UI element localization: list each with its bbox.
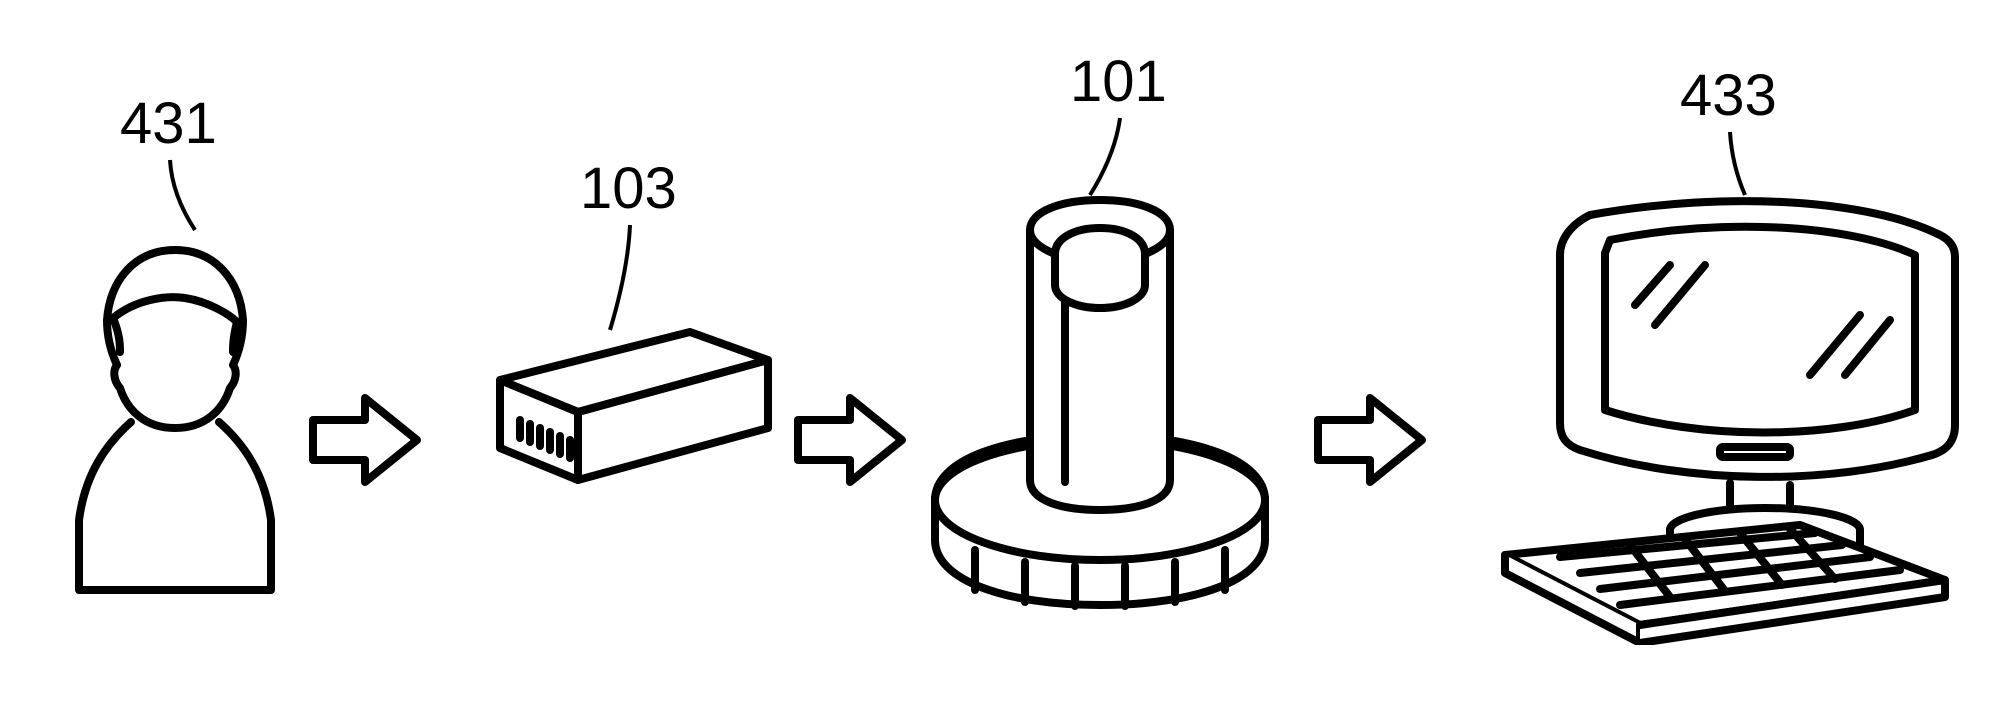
label-computer: 433 (1680, 62, 1777, 129)
tower-icon (915, 190, 1285, 610)
label-bar: 103 (580, 155, 677, 222)
computer-icon (1470, 195, 1970, 645)
arrow-2 (790, 390, 910, 490)
label-person: 431 (120, 90, 217, 157)
bar-device-icon (480, 320, 780, 500)
arrow-3 (1310, 390, 1430, 490)
label-tower: 101 (1070, 48, 1167, 115)
arrow-1 (305, 390, 425, 490)
person-icon (65, 240, 285, 600)
